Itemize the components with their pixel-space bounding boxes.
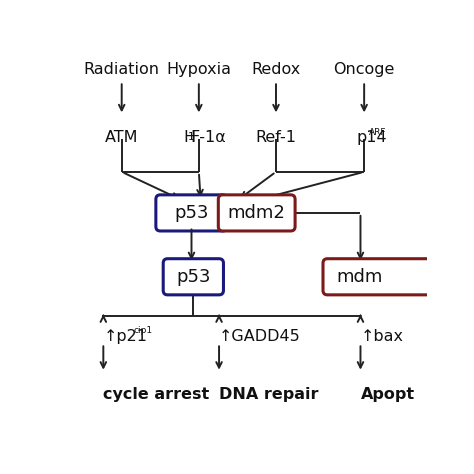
Text: ↑bax: ↑bax [360, 329, 403, 344]
Text: Redox: Redox [251, 62, 301, 77]
Text: Ref-1: Ref-1 [255, 130, 296, 145]
Text: Hypoxia: Hypoxia [166, 62, 231, 77]
Text: p53: p53 [174, 204, 209, 222]
Text: ↑p21: ↑p21 [103, 329, 147, 344]
Text: F-1α: F-1α [191, 130, 227, 145]
Text: p14: p14 [356, 130, 387, 145]
Text: ↑GADD45: ↑GADD45 [219, 329, 301, 344]
Text: Radiation: Radiation [84, 62, 160, 77]
Text: Oncoge: Oncoge [334, 62, 395, 77]
Text: DNA repair: DNA repair [219, 387, 319, 402]
Text: H: H [183, 130, 196, 145]
Text: Apopt: Apopt [360, 387, 415, 402]
Text: ATM: ATM [105, 130, 138, 145]
FancyBboxPatch shape [163, 259, 223, 295]
FancyBboxPatch shape [323, 259, 435, 295]
Text: cycle arrest: cycle arrest [103, 387, 210, 402]
Text: ARF: ARF [369, 128, 386, 137]
FancyBboxPatch shape [156, 195, 227, 231]
FancyBboxPatch shape [219, 195, 295, 231]
Text: mdm: mdm [337, 268, 383, 286]
Text: p53: p53 [176, 268, 210, 286]
Text: 1: 1 [187, 132, 194, 142]
Text: cip1: cip1 [134, 326, 153, 335]
Text: mdm2: mdm2 [228, 204, 286, 222]
